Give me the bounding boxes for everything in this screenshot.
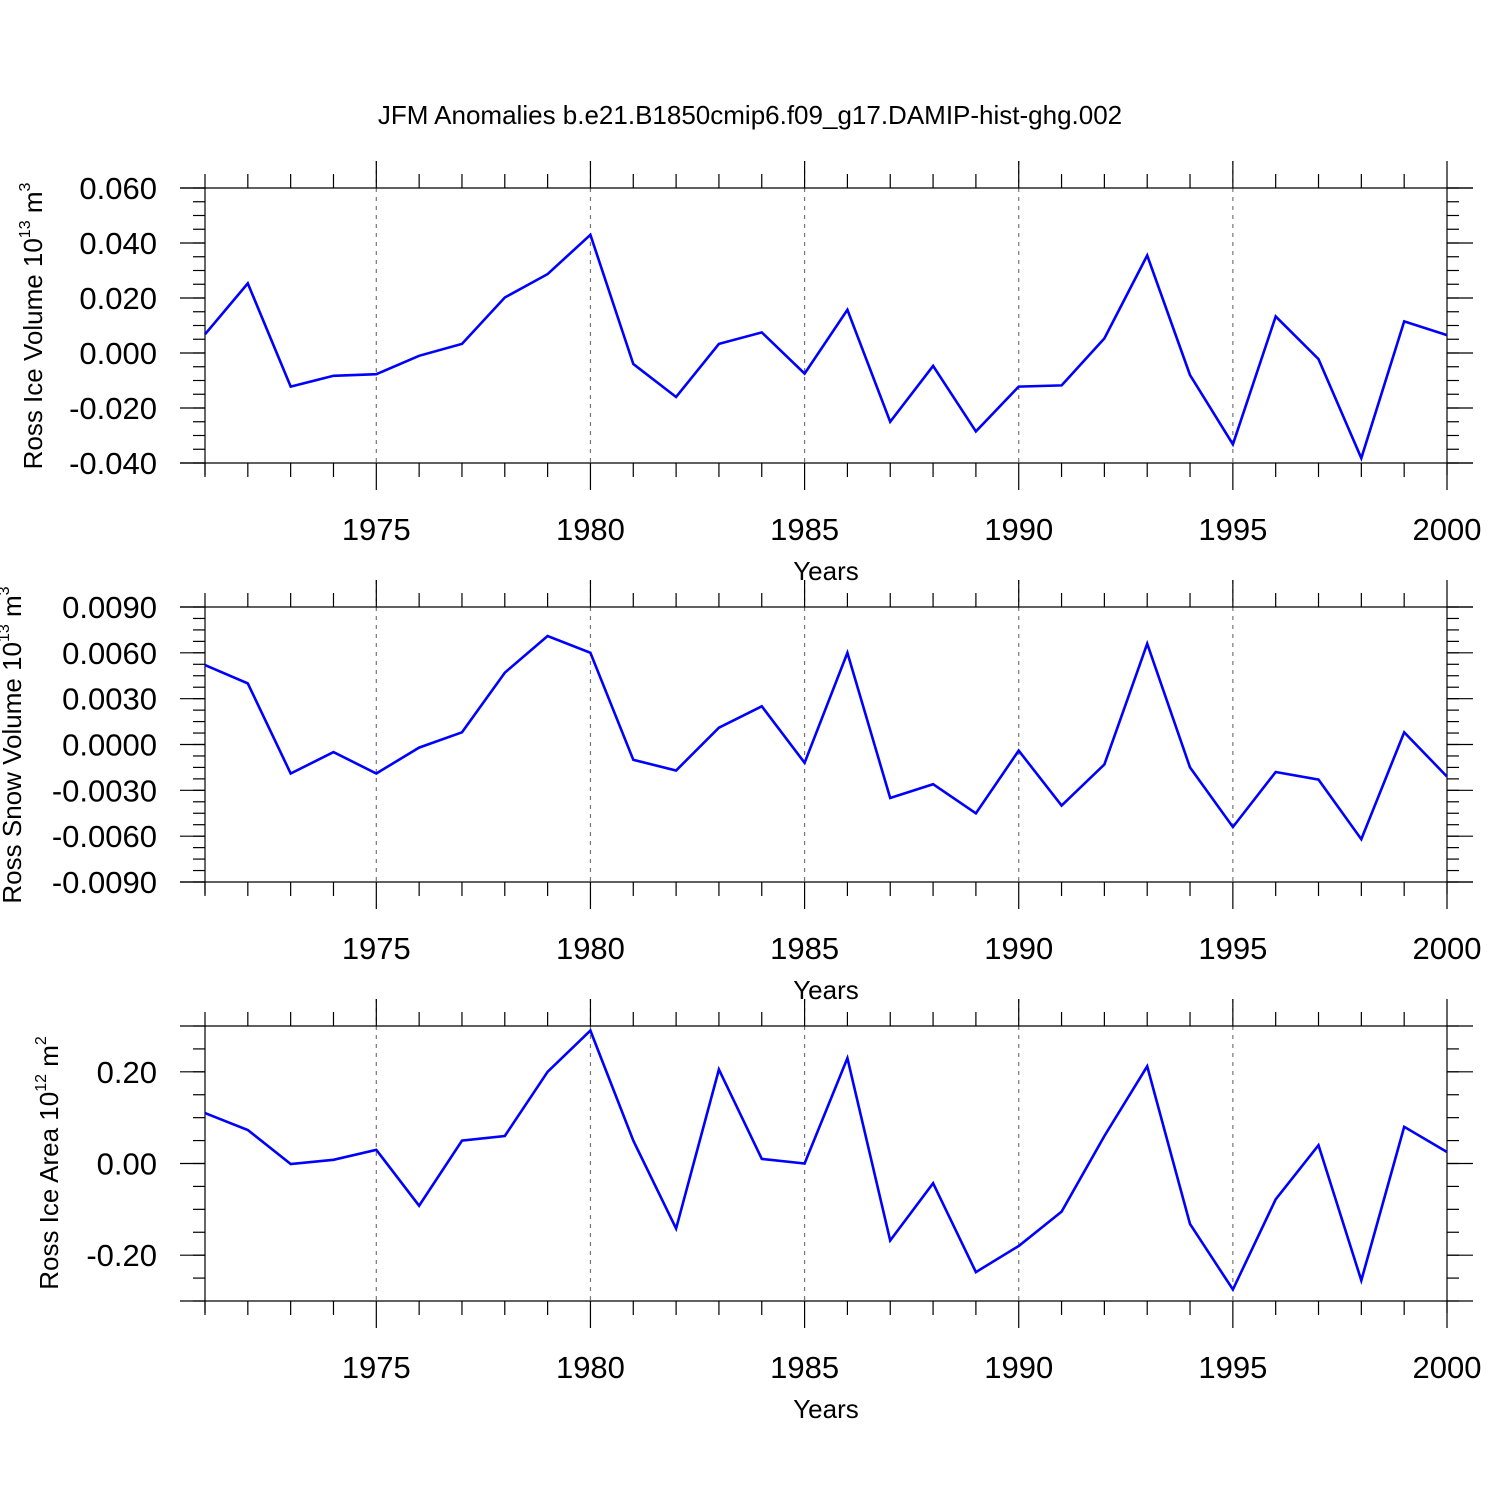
y-tick-label: 0.060 bbox=[79, 171, 157, 206]
x-tick-label: 2000 bbox=[1413, 512, 1482, 547]
x-tick-label: 1985 bbox=[770, 1350, 839, 1385]
x-axis-label: Years bbox=[793, 556, 859, 586]
x-tick-label: 2000 bbox=[1413, 1350, 1482, 1385]
x-tick-label: 1995 bbox=[1198, 512, 1267, 547]
y-tick-label: -0.20 bbox=[86, 1238, 157, 1273]
series-line bbox=[204, 1028, 1448, 1293]
y-tick-label: 0.0090 bbox=[62, 590, 157, 625]
y-tick-label: 0.020 bbox=[79, 281, 157, 316]
x-tick-label: 1990 bbox=[984, 1350, 1053, 1385]
y-tick-label: -0.0030 bbox=[52, 773, 157, 808]
x-axis-label: Years bbox=[793, 1394, 859, 1424]
x-tick-label: 1980 bbox=[556, 1350, 625, 1385]
y-tick-label: 0.00 bbox=[97, 1147, 157, 1182]
panel-1: 0.060 0.040 0.020 0.000 -0.020 -0.040 1975 1980… bbox=[17, 161, 1481, 586]
series-line bbox=[204, 634, 1448, 842]
y-tick-label: 0.0000 bbox=[62, 728, 157, 763]
y-tick-label: 0.20 bbox=[97, 1055, 157, 1090]
y-axis-label: Ross Ice Area 1012 m2 bbox=[33, 1036, 64, 1290]
y-tick-label: -0.020 bbox=[69, 391, 157, 426]
y-tick-label: -0.0060 bbox=[52, 819, 157, 854]
y-tick-label: 0.0060 bbox=[62, 636, 157, 671]
x-tick-label: 1990 bbox=[984, 512, 1053, 547]
panel-3: 0.20 0.00 -0.20 1975 1980 1985 1990 1995 2000 Yea… bbox=[33, 999, 1481, 1424]
x-tick-label: 1975 bbox=[342, 1350, 411, 1385]
panel-2: 0.0090 0.0060 0.0030 0.0000 -0.0030 -0.0060 -0… bbox=[0, 580, 1481, 1005]
x-tick-label: 1990 bbox=[984, 931, 1053, 966]
y-tick-label: 0.040 bbox=[79, 226, 157, 261]
y-tick-label: 0.0030 bbox=[62, 682, 157, 717]
x-tick-label: 1975 bbox=[342, 512, 411, 547]
chart-title: JFM Anomalies b.e21.B1850cmip6.f09_g17.D… bbox=[378, 100, 1122, 130]
x-tick-label: 1985 bbox=[770, 512, 839, 547]
y-axis-label: Ross Ice Volume 1013 m3 bbox=[17, 182, 48, 469]
x-tick-label: 1975 bbox=[342, 931, 411, 966]
y-tick-label: -0.0090 bbox=[52, 865, 157, 900]
x-tick-label: 1980 bbox=[556, 931, 625, 966]
y-tick-label: 0.000 bbox=[79, 336, 157, 371]
x-tick-label: 1980 bbox=[556, 512, 625, 547]
series-line bbox=[204, 232, 1448, 462]
y-tick-label: -0.040 bbox=[69, 446, 157, 481]
y-axis-label: Ross Snow Volume 1013 m3 bbox=[0, 586, 27, 903]
x-tick-label: 1995 bbox=[1198, 1350, 1267, 1385]
x-tick-label: 1985 bbox=[770, 931, 839, 966]
x-axis-label: Years bbox=[793, 975, 859, 1005]
x-tick-label: 2000 bbox=[1413, 931, 1482, 966]
x-tick-label: 1995 bbox=[1198, 931, 1267, 966]
